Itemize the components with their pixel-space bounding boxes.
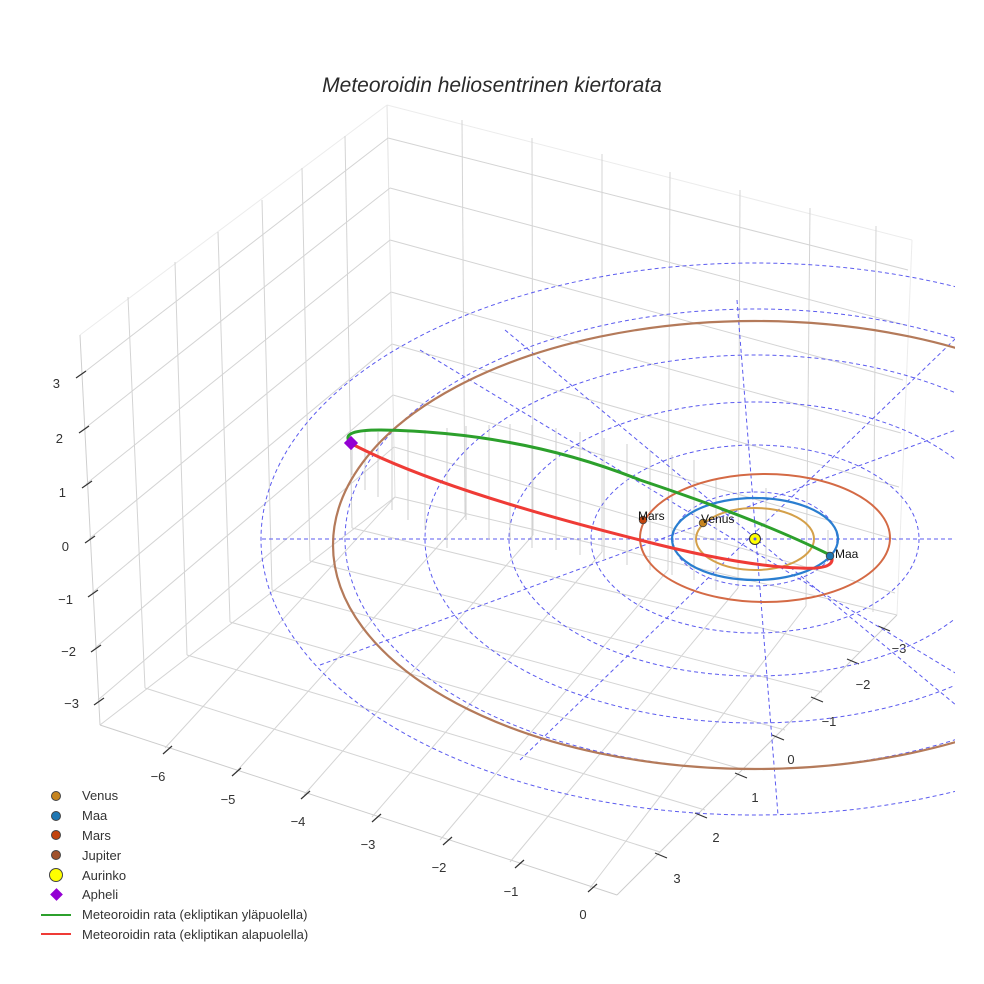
aphelion-marker[interactable] (343, 435, 359, 451)
chart-title: Meteoroidin heliosentrinen kiertorata (322, 74, 662, 97)
meteoroid-path-above[interactable] (346, 428, 831, 557)
x-axis-tick-labels: −6 −5 −4 −3 −2 −1 0 (151, 769, 587, 922)
svg-text:−1: −1 (504, 884, 519, 899)
z-axis-ticks (75, 370, 105, 706)
venus-label: Venus (701, 512, 734, 526)
dot-icon (51, 810, 61, 821)
legend-item-jupiter[interactable]: Jupiter (38, 845, 308, 865)
svg-text:1: 1 (59, 485, 66, 500)
venus-marker[interactable] (698, 518, 708, 528)
svg-text:0: 0 (787, 752, 794, 767)
svg-text:−3: −3 (64, 696, 79, 711)
y-axis-ticks (654, 625, 891, 859)
diamond-icon (49, 888, 63, 902)
dot-icon (51, 850, 61, 861)
svg-text:2: 2 (56, 431, 63, 446)
legend-item-path-above[interactable]: Meteoroidin rata (ekliptikan yläpuolella… (38, 905, 308, 925)
svg-text:0: 0 (579, 907, 586, 922)
legend-item-mars[interactable]: Mars (38, 826, 308, 846)
planet-orbits (332, 319, 955, 771)
mars-marker[interactable] (638, 515, 648, 525)
svg-text:3: 3 (53, 376, 60, 391)
legend-item-aurinko[interactable]: Aurinko (38, 865, 308, 885)
legend-item-path-below[interactable]: Meteoroidin rata (ekliptikan alapuolella… (38, 925, 308, 945)
x-axis-ticks (162, 745, 598, 893)
svg-text:−3: −3 (361, 837, 376, 852)
svg-text:−4: −4 (291, 814, 306, 829)
svg-text:−2: −2 (61, 644, 76, 659)
earth-marker[interactable] (825, 551, 835, 561)
meteoroid-path-below[interactable] (351, 442, 834, 570)
maa-label: Maa (835, 547, 859, 561)
dot-icon (51, 830, 61, 841)
svg-text:−2: −2 (432, 860, 447, 875)
legend-item-venus[interactable]: Venus (38, 786, 308, 806)
line-icon (41, 913, 71, 916)
sun-marker[interactable] (749, 533, 761, 545)
svg-text:0: 0 (62, 539, 69, 554)
svg-text:−1: −1 (58, 592, 73, 607)
svg-text:1: 1 (751, 790, 758, 805)
svg-text:−6: −6 (151, 769, 166, 784)
svg-text:3: 3 (673, 871, 680, 886)
sun-dot-icon (49, 868, 63, 883)
z-axis-tick-labels: 3 2 1 0 −1 −2 −3 (53, 376, 79, 711)
earth-orbit (670, 496, 840, 582)
svg-text:−5: −5 (221, 792, 236, 807)
y-axis-tick-labels: 3 2 1 0 −1 −2 −3 (673, 641, 906, 886)
line-icon (41, 933, 71, 936)
jupiter-orbit (332, 319, 955, 771)
floor-grid (99, 496, 898, 896)
left-wall-grid (79, 104, 396, 726)
legend-item-maa[interactable]: Maa (38, 806, 308, 826)
svg-text:−1: −1 (822, 714, 837, 729)
dot-icon (51, 790, 61, 801)
venus-orbit (695, 507, 815, 571)
svg-text:−2: −2 (856, 677, 871, 692)
mars-orbit (639, 473, 891, 603)
svg-text:−3: −3 (892, 641, 907, 656)
legend-item-apheli[interactable]: Apheli (38, 885, 308, 905)
svg-text:2: 2 (712, 830, 719, 845)
legend: Venus Maa Mars Jupiter Aurinko Apheli Me… (38, 786, 308, 944)
mars-label: Mars (638, 509, 665, 523)
